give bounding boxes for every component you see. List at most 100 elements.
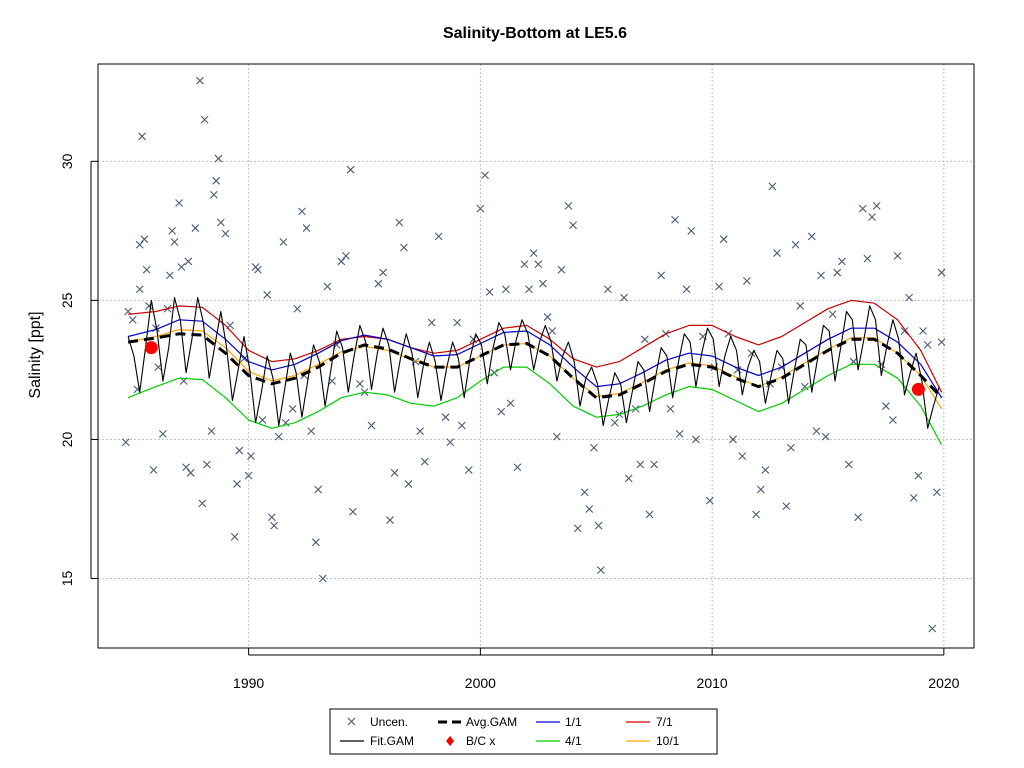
scatter-point — [149, 466, 158, 474]
scatter-point — [244, 471, 253, 480]
scatter-point — [682, 285, 691, 294]
scatter-point — [539, 279, 547, 288]
scatter-points — [121, 76, 946, 633]
scatter-point — [270, 521, 279, 530]
scatter-point — [175, 199, 183, 207]
scatter-point — [863, 254, 872, 263]
scatter-point — [543, 313, 552, 321]
scatter-point — [481, 171, 489, 180]
scatter-point — [791, 240, 800, 249]
legend-label-apr1: 4/1 — [565, 734, 582, 748]
scatter-point — [666, 404, 675, 413]
scatter-point — [497, 407, 506, 416]
scatter-point — [603, 285, 612, 294]
scatter-point — [138, 132, 146, 141]
scatter-point — [135, 240, 144, 249]
bc-markers — [144, 341, 925, 396]
chart-title: Salinity-Bottom at LE5.6 — [443, 25, 627, 42]
scatter-point — [140, 235, 149, 244]
series-line-fit-gam — [127, 297, 940, 429]
scatter-point — [230, 532, 239, 541]
legend-item-bc-x: B/C x — [446, 734, 495, 748]
legend-label-avg-gam: Avg.GAM — [466, 715, 517, 729]
legend-item-avg-gam: Avg.GAM — [438, 715, 517, 729]
scatter-point — [400, 243, 408, 252]
y-tick-label: 20 — [59, 431, 75, 447]
scatter-point — [302, 224, 311, 232]
scatter-point — [800, 382, 809, 391]
y-axis-label: Salinity [ppt] — [27, 311, 44, 398]
scatter-point — [882, 402, 890, 410]
legend-label-fit-gam: Fit.GAM — [370, 734, 414, 748]
scatter-point — [128, 315, 137, 324]
x-axis: 1990 2000 2010 2020 — [233, 648, 960, 691]
scatter-point — [756, 485, 765, 494]
scatter-point — [501, 285, 510, 294]
bc-point — [911, 382, 925, 396]
scatter-point — [274, 432, 283, 441]
scatter-point — [573, 524, 582, 533]
scatter-point — [590, 443, 598, 452]
grid — [98, 64, 974, 648]
scatter-point — [404, 480, 413, 488]
scatter-point — [872, 201, 881, 210]
scatter-point — [787, 443, 795, 452]
scatter-point — [738, 452, 747, 461]
scatter-point — [657, 271, 666, 280]
legend-item-uncen: Uncen. — [347, 715, 408, 729]
legend-label-jan1: 1/1 — [565, 715, 582, 729]
scatter-point — [420, 457, 429, 466]
y-tick-label: 25 — [59, 292, 75, 308]
scatter-point — [390, 468, 399, 477]
scatter-point — [692, 435, 700, 444]
legend-label-oct1: 10/1 — [656, 734, 680, 748]
scatter-point — [569, 221, 577, 230]
scatter-point — [464, 466, 473, 474]
legend-box — [329, 708, 718, 755]
scatter-point — [597, 566, 605, 575]
scatter-point — [191, 224, 200, 232]
scatter-point — [923, 340, 932, 349]
scatter-point — [346, 165, 355, 174]
scatter-point — [395, 218, 404, 227]
scatter-point — [715, 282, 723, 291]
scatter-point — [548, 327, 557, 335]
scatter-point — [323, 282, 332, 291]
scatter-point — [919, 327, 927, 335]
scatter-point — [186, 468, 195, 477]
scatter-point — [200, 115, 209, 124]
scatter-point — [729, 435, 737, 444]
scatter-point — [620, 293, 628, 302]
scatter-point — [279, 238, 288, 246]
scatter-point — [235, 446, 244, 455]
scatter-point — [337, 257, 346, 266]
scatter-point — [416, 427, 425, 435]
scatter-point — [212, 176, 221, 185]
scatter-point — [216, 218, 225, 227]
scatter-point — [525, 285, 533, 294]
scatter-point — [207, 427, 216, 435]
scatter-point — [165, 271, 174, 280]
scatter-point — [844, 460, 853, 469]
scatter-point — [752, 510, 761, 519]
scatter-point — [221, 229, 230, 238]
scatter-point — [610, 418, 619, 427]
scatter-point — [812, 427, 821, 435]
scatter-point — [937, 338, 946, 346]
scatter-point — [349, 507, 357, 516]
scatter-point — [624, 474, 633, 483]
x-tick-label: 1990 — [233, 675, 264, 691]
scatter-point — [434, 232, 443, 241]
legend-item-oct1: 10/1 — [626, 734, 680, 748]
scatter-point — [293, 304, 302, 313]
scatter-point — [427, 318, 436, 327]
scatter-point — [240, 354, 248, 363]
scatter-point — [457, 421, 466, 430]
legend-label-jul1: 7/1 — [656, 715, 673, 729]
scatter-point — [773, 249, 781, 257]
scatter-point — [768, 182, 777, 191]
scatter-point — [177, 263, 186, 271]
bc-point — [144, 341, 158, 355]
scatter-point — [168, 226, 177, 235]
scatter-point — [121, 438, 130, 447]
